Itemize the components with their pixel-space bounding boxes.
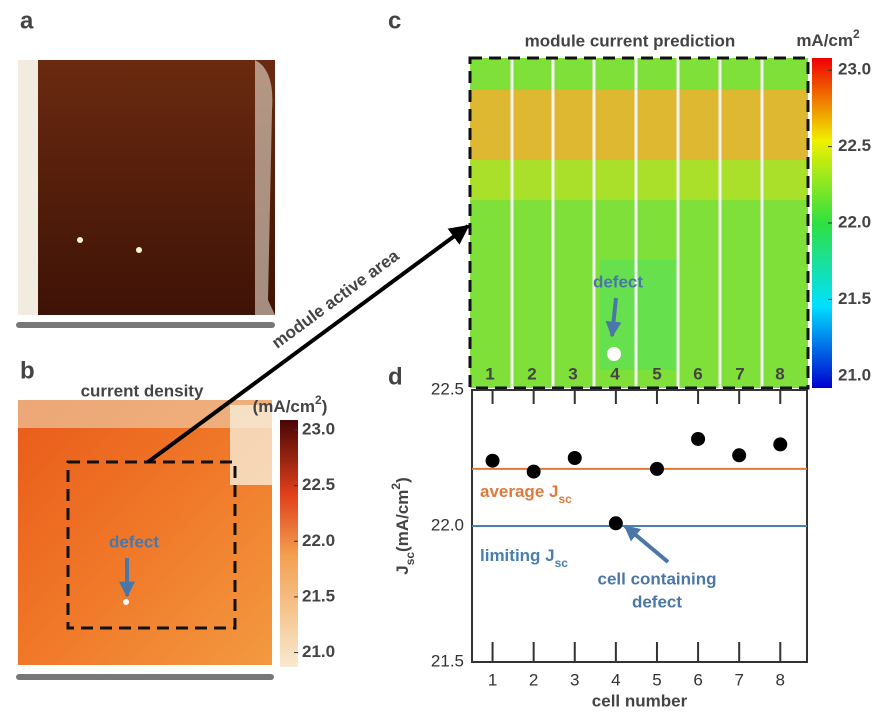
link-arrow xyxy=(146,224,470,464)
text-part: average J xyxy=(480,482,558,501)
text-part: (mA/cm xyxy=(253,397,315,416)
colorbar-tick-label: 21.0 xyxy=(302,642,335,661)
cell-label: 5 xyxy=(652,364,661,383)
cell-label: 3 xyxy=(568,364,577,383)
point xyxy=(485,453,500,468)
cell-label: 4 xyxy=(610,364,620,383)
x-tick-label: 5 xyxy=(652,670,661,689)
reference-label: limiting Jsc xyxy=(480,546,568,570)
panel-b-image xyxy=(16,400,274,680)
point xyxy=(732,448,747,463)
panel-label: d xyxy=(388,363,403,390)
colorbar-tick-label: 22.5 xyxy=(838,136,871,155)
text-part: ) xyxy=(322,397,328,416)
text-part: sc xyxy=(403,552,417,566)
x-tick-label: 3 xyxy=(570,670,579,689)
colorbar-tick-label: 23.0 xyxy=(302,419,335,438)
x-tick-label: 4 xyxy=(611,670,620,689)
text-part: J xyxy=(393,565,412,574)
colorbar-tick-label: 22.0 xyxy=(838,212,871,231)
text-part: sc xyxy=(555,556,569,570)
reference-label: average Jsc xyxy=(480,482,572,506)
arrow-label: module active area xyxy=(268,246,403,353)
annotation-arrow xyxy=(623,524,670,564)
text-part: sc xyxy=(558,492,572,506)
point xyxy=(691,431,706,446)
colorbar-unit: mA/cm2 xyxy=(796,27,860,50)
colorbar xyxy=(812,58,832,388)
panel-label: b xyxy=(20,357,35,384)
defect-label: defect xyxy=(593,272,643,291)
panel-a-image xyxy=(16,60,275,328)
colorbar xyxy=(280,420,298,667)
point xyxy=(773,437,788,452)
colorbar-tick-label: 23.0 xyxy=(838,60,871,79)
text-part: 2 xyxy=(389,483,403,490)
y-tick-label: 21.5 xyxy=(431,651,464,670)
text-part: 2 xyxy=(315,393,322,407)
y-axis-label: Jsc(mA/cm2) xyxy=(389,477,417,575)
x-tick-label: 8 xyxy=(776,670,785,689)
cell-label: 6 xyxy=(693,364,702,383)
cell-label: 2 xyxy=(527,364,536,383)
cell-label: 1 xyxy=(485,364,494,383)
cell-label: 8 xyxy=(775,364,784,383)
colorbar-tick-label: 22.0 xyxy=(302,531,335,550)
point xyxy=(567,451,582,465)
point xyxy=(608,516,623,531)
colorbar-tick-label: 21.0 xyxy=(838,365,871,384)
colorbar-tick-label: 22.5 xyxy=(302,475,335,494)
cell-label: 7 xyxy=(735,364,744,383)
colorbar-tick-label: 21.5 xyxy=(838,289,871,308)
panel-label: c xyxy=(388,7,401,34)
x-tick-label: 6 xyxy=(693,670,702,689)
x-tick-label: 7 xyxy=(734,670,743,689)
annotation: defect xyxy=(632,592,682,611)
panel-title: current density xyxy=(81,381,204,400)
text-part: limiting J xyxy=(480,546,555,565)
point xyxy=(526,464,541,479)
annotation: cell containing xyxy=(597,569,716,588)
y-tick-label: 22.0 xyxy=(431,515,464,534)
x-tick-label: 2 xyxy=(529,670,538,689)
panel-c-image xyxy=(468,56,810,390)
colorbar-unit: (mA/cm2) xyxy=(253,393,328,416)
text-part: 2 xyxy=(853,27,860,41)
panel-title: module current prediction xyxy=(525,31,736,50)
x-tick-label: 1 xyxy=(488,670,497,689)
text-part: ) xyxy=(393,477,412,483)
text-part: (mA/cm xyxy=(393,490,412,552)
y-tick-label: 22.5 xyxy=(431,379,464,398)
point xyxy=(649,461,664,476)
x-axis-label: cell number xyxy=(592,691,688,710)
panel-label: a xyxy=(20,7,34,34)
defect-label: defect xyxy=(109,532,159,551)
colorbar-tick-label: 21.5 xyxy=(302,586,335,605)
text-part: mA/cm xyxy=(796,31,853,50)
